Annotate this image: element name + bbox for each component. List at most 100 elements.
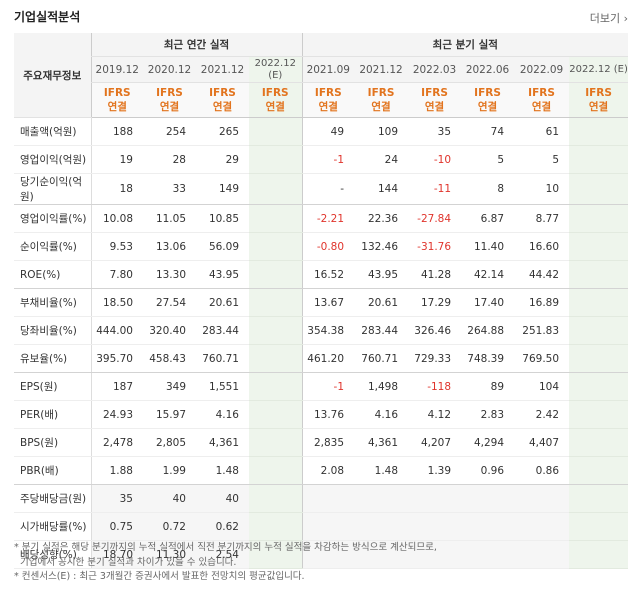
table-row: 부채비율(%) 18.50 27.54 20.61 13.67 20.61 17.29 17.… <box>14 288 629 317</box>
table-cell: -31.76 <box>408 232 462 261</box>
table-cell: 4,407 <box>514 428 570 457</box>
row-label: PBR(배) <box>14 456 92 485</box>
table-cell: 22.36 <box>354 204 409 233</box>
table-cell: 2.42 <box>514 400 570 429</box>
table-cell: 320.40 <box>143 316 196 345</box>
table-cell: 43.95 <box>354 260 409 289</box>
table-cell: -118 <box>408 372 462 401</box>
period-header: 2022.09 <box>514 56 570 83</box>
table-row: 매출액(억원) 188 254 265 49 109 35 74 61 <box>14 117 629 146</box>
table-cell: -1 <box>301 145 355 174</box>
table-cell: 8 <box>461 173 515 205</box>
table-cell: 2,805 <box>143 428 196 457</box>
table-cell: 444.00 <box>90 316 143 345</box>
row-label: 순이익률(%) <box>14 232 92 261</box>
table-cell: 395.70 <box>90 344 143 373</box>
table-cell: - <box>301 173 355 205</box>
table-cell <box>249 484 303 513</box>
table-cell: 461.20 <box>301 344 355 373</box>
table-cell: 0.96 <box>461 456 515 485</box>
table-cell: 40 <box>143 484 196 513</box>
table-cell: 5 <box>514 145 570 174</box>
table-cell <box>249 316 303 345</box>
table-cell: 28 <box>143 145 196 174</box>
table-cell: 109 <box>354 117 409 146</box>
table-cell <box>569 288 629 317</box>
table-cell: 760.71 <box>196 344 249 373</box>
table-cell: 4,294 <box>461 428 515 457</box>
row-label: BPS(원) <box>14 428 92 457</box>
table-cell: 89 <box>461 372 515 401</box>
more-link[interactable]: 더보기 › <box>589 12 628 25</box>
table-cell: 8.77 <box>514 204 570 233</box>
table-cell: 188 <box>90 117 143 146</box>
table-cell <box>408 512 462 541</box>
row-label: ROE(%) <box>14 260 92 289</box>
table-cell <box>301 540 355 569</box>
period-header: 2020.12 <box>143 56 196 83</box>
table-cell <box>569 428 629 457</box>
table-cell: 11.40 <box>461 232 515 261</box>
table-cell <box>569 117 629 146</box>
table-cell: 2.08 <box>301 456 355 485</box>
table-cell <box>249 173 303 205</box>
table-cell: 10.08 <box>90 204 143 233</box>
table-cell: 10.85 <box>196 204 249 233</box>
table-cell <box>461 540 515 569</box>
table-cell: 0.75 <box>90 512 143 541</box>
section-title: 기업실적분석 <box>14 10 81 24</box>
table-cell: 13.06 <box>143 232 196 261</box>
table-cell: 18 <box>90 173 143 205</box>
table-cell <box>569 512 629 541</box>
period-header: 2022.06 <box>461 56 515 83</box>
ifrs-label: IFRS 연결 <box>156 87 183 113</box>
table-cell: 35 <box>90 484 143 513</box>
table-cell <box>569 484 629 513</box>
table-cell: 769.50 <box>514 344 570 373</box>
table-row: 유보율(%) 395.70 458.43 760.71 461.20 760.71 729.… <box>14 344 629 373</box>
table-cell: 44.42 <box>514 260 570 289</box>
table-cell <box>249 344 303 373</box>
table-cell: 349 <box>143 372 196 401</box>
ifrs-label: IFRS 연결 <box>103 87 131 113</box>
table-cell: -27.84 <box>408 204 462 233</box>
table-cell <box>249 512 303 541</box>
table-cell <box>249 428 303 457</box>
row-label: 영업이익률(%) <box>14 204 92 233</box>
table-cell: 5 <box>461 145 515 174</box>
table-cell <box>249 372 303 401</box>
ifrs-label: IFRS 연결 <box>528 87 555 113</box>
footnote: * 분기 실적은 해당 분기까지의 누적 실적에서 직전 분기까지의 누적 실적… <box>14 542 437 553</box>
table-cell: 283.44 <box>354 316 409 345</box>
table-cell: 6.87 <box>461 204 515 233</box>
table-cell: 0.72 <box>143 512 196 541</box>
accounting-standard-header: IFRS 연결 <box>249 82 303 118</box>
table-cell: 264.88 <box>461 316 515 345</box>
table-cell: 56.09 <box>196 232 249 261</box>
table-cell <box>569 456 629 485</box>
table-cell: 41.28 <box>408 260 462 289</box>
table-cell <box>249 288 303 317</box>
table-row: 당기순이익(억원) 18 33 149 -144 -11 8 10 <box>14 173 629 205</box>
table-row: PER(배) 24.93 15.97 4.16 13.76 4.16 4.12 2.83 2.4… <box>14 400 629 429</box>
ifrs-label: IFRS 연결 <box>261 87 289 113</box>
period-header: 2021.12 <box>196 56 249 83</box>
table-cell: 2,478 <box>90 428 143 457</box>
table-cell: 20.61 <box>354 288 409 317</box>
table-cell: 4,361 <box>354 428 409 457</box>
table-cell <box>569 540 629 569</box>
ifrs-label: IFRS 연결 <box>474 87 501 113</box>
table-cell <box>461 512 515 541</box>
accounting-standard-header: IFRS 연결 <box>143 82 196 118</box>
ifrs-label: IFRS 연결 <box>209 87 236 113</box>
table-cell <box>249 540 303 569</box>
row-label: 유보율(%) <box>14 344 92 373</box>
table-cell: 4.16 <box>354 400 409 429</box>
table-row: 주당배당금(원) 35 40 40 <box>14 484 629 513</box>
table-cell <box>514 512 570 541</box>
table-cell <box>249 145 303 174</box>
accounting-standard-header: IFRS 연결 <box>354 82 409 118</box>
row-label: 배당성향(%) <box>14 540 92 569</box>
table-cell: 15.97 <box>143 400 196 429</box>
table-cell: 1.39 <box>408 456 462 485</box>
